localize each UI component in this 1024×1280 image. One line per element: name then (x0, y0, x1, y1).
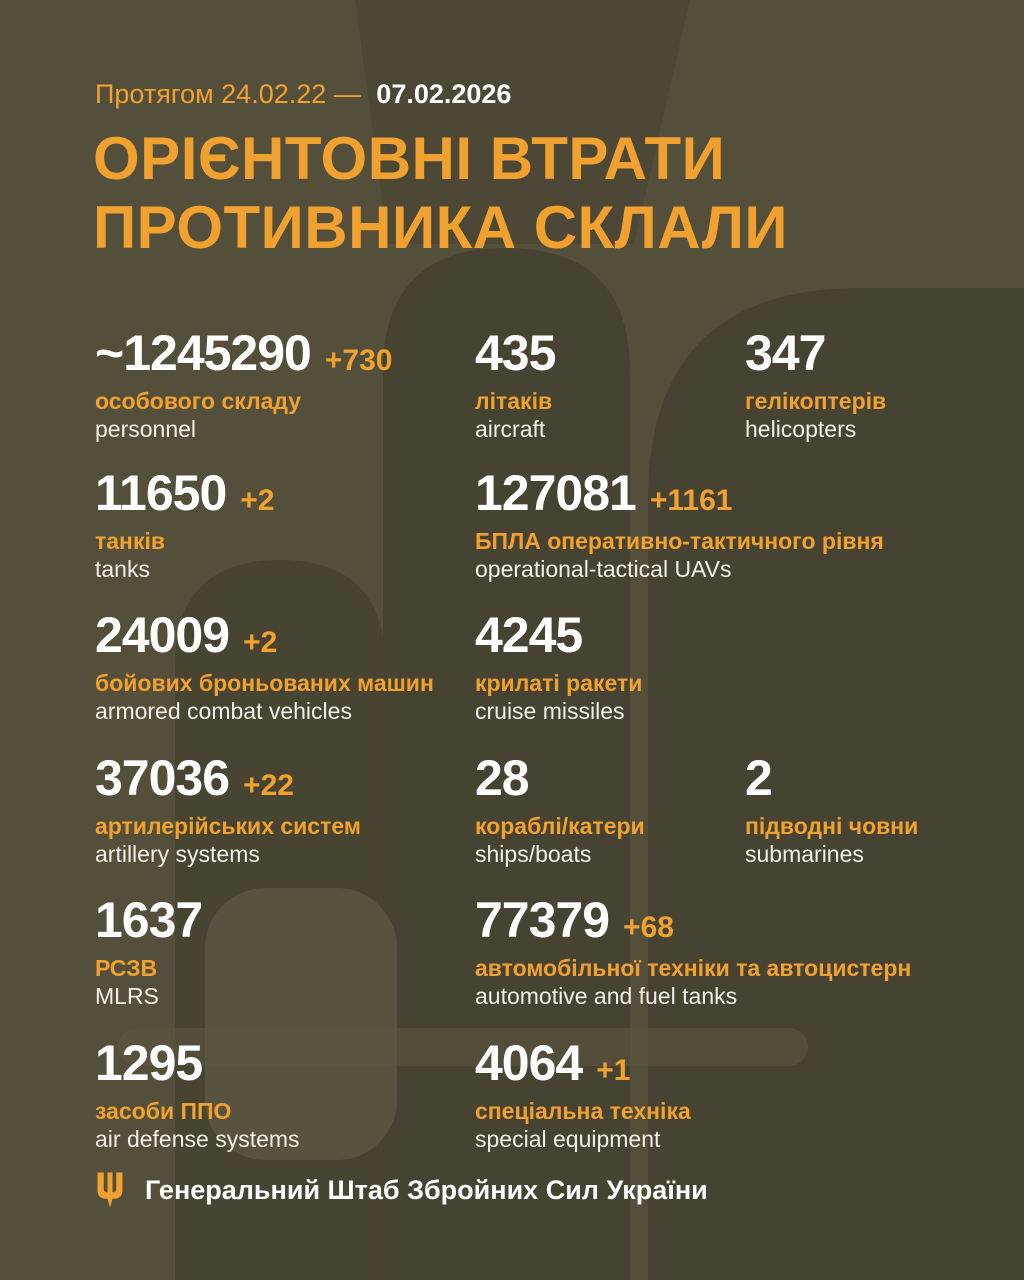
stat-value-line: 4064 +1 (475, 1035, 691, 1091)
stat-value: 1637 (95, 892, 203, 948)
stat-label-en: submarines (745, 841, 864, 867)
stat-label-en: artillery systems (95, 841, 260, 867)
stat-value: 24009 (95, 607, 230, 663)
stat-value: 4245 (475, 607, 583, 663)
stat-label-en: operational-tactical UAVs (475, 556, 732, 582)
stat-label-ua: літаків (475, 388, 553, 414)
stat-value: 77379 (475, 892, 610, 948)
stat-label-ua: кораблі/катери (475, 813, 645, 839)
stat-personnel: ~1245290 +730 особового складу personnel (95, 325, 392, 443)
period-line: Протягом 24.02.22 — 07.02.2026 (95, 78, 511, 110)
stat-label-ua: підводні човни (745, 813, 919, 839)
stat-delta: +2 (240, 484, 275, 517)
stat-ships-boats: 28 кораблі/катери ships/boats (475, 750, 645, 868)
title-line-2: ПРОТИВНИКА СКЛАЛИ (93, 194, 789, 261)
stat-value-line: 24009 +2 (95, 607, 434, 663)
stat-value: 347 (745, 325, 826, 381)
stat-tanks: 11650 +2 танків tanks (95, 465, 275, 583)
stat-value-line: 2 (745, 750, 918, 806)
stat-value-line: 435 (475, 325, 569, 381)
stat-armored-combat-vehicles: 24009 +2 бойових броньованих машин armor… (95, 607, 434, 725)
stat-value: 127081 (475, 465, 637, 521)
stat-label-en: personnel (95, 416, 197, 442)
stat-delta: +1161 (649, 484, 733, 517)
stat-value: 28 (475, 750, 530, 806)
stat-label-en: helicopters (745, 416, 857, 442)
stat-value: 4064 (475, 1035, 583, 1091)
stat-automotive-fuel-tanks: 77379 +68 автомобільної техніки та автоц… (475, 892, 911, 1010)
stat-label-ua: автомобільної техніки та автоцистерн (475, 955, 912, 981)
stat-label-ua: артилерійських систем (95, 813, 361, 839)
stat-label-en: air defense systems (95, 1126, 300, 1152)
stat-label-en: aircraft (475, 416, 546, 442)
stat-delta: +22 (243, 769, 294, 802)
stat-aircraft: 435 літаків aircraft (475, 325, 569, 443)
footer: Генеральний Штаб Збройних Сил України (95, 1172, 708, 1208)
stat-value-line: 11650 +2 (95, 465, 275, 521)
stat-value-line: 28 (475, 750, 645, 806)
stat-label-ua: крилаті ракети (475, 670, 643, 696)
stat-value: 11650 (95, 465, 227, 521)
stat-delta: +1 (596, 1054, 631, 1087)
stat-label-ua: спеціальна техніка (475, 1098, 691, 1124)
stat-special-equipment: 4064 +1 спеціальна техніка special equip… (475, 1035, 691, 1153)
stat-delta: +68 (623, 911, 674, 944)
stat-label-en: ships/boats (475, 841, 592, 867)
stat-label-en: MLRS (95, 983, 159, 1009)
stat-value: ~1245290 (95, 325, 312, 381)
stat-air-defense: 1295 засоби ППО air defense systems (95, 1035, 300, 1153)
stat-label-en: special equipment (475, 1126, 661, 1152)
stat-label-ua: РСЗВ (95, 955, 158, 981)
stat-label-en: cruise missiles (475, 698, 625, 724)
stat-value-line: 37036 +22 (95, 750, 361, 806)
stat-value: 37036 (95, 750, 230, 806)
trident-icon (95, 1172, 125, 1208)
stat-label-ua: засоби ППО (95, 1098, 232, 1124)
stat-value-line: ~1245290 +730 (95, 325, 392, 381)
stat-uavs: 127081 +1161 БПЛА оперативно-тактичного … (475, 465, 884, 583)
title-line-1: ОРІЄНТОВНІ ВТРАТИ (93, 125, 726, 192)
footer-organization: Генеральний Штаб Збройних Сил України (145, 1175, 708, 1205)
stat-value-line: 77379 +68 (475, 892, 911, 948)
period-prefix: Протягом 24.02.22 — (95, 79, 361, 109)
stat-value-line: 1637 (95, 892, 216, 948)
stat-label-en: automotive and fuel tanks (475, 983, 738, 1009)
stat-delta: +2 (243, 626, 278, 659)
stat-value: 1295 (95, 1035, 203, 1091)
stat-value-line: 1295 (95, 1035, 300, 1091)
stat-value-line: 127081 +1161 (475, 465, 884, 521)
stat-value-line: 347 (745, 325, 886, 381)
stat-label-ua: БПЛА оперативно-тактичного рівня (475, 528, 884, 554)
stat-value: 2 (745, 750, 773, 806)
stat-artillery-systems: 37036 +22 артилерійських систем artiller… (95, 750, 361, 868)
period-current-date: 07.02.2026 (376, 79, 512, 109)
stat-label-en: armored combat vehicles (95, 698, 352, 724)
stat-label-ua: бойових броньованих машин (95, 670, 434, 696)
stat-value-line: 4245 (475, 607, 642, 663)
page-title: ОРІЄНТОВНІ ВТРАТИ ПРОТИВНИКА СКЛАЛИ (93, 124, 788, 262)
stat-cruise-missiles: 4245 крилаті ракети cruise missiles (475, 607, 642, 725)
stat-label-en: tanks (95, 556, 150, 582)
stat-label-ua: танків (95, 528, 165, 554)
stat-helicopters: 347 гелікоптерів helicopters (745, 325, 886, 443)
stat-submarines: 2 підводні човни submarines (745, 750, 918, 868)
stat-delta: +730 (324, 344, 393, 377)
stat-value: 435 (475, 325, 556, 381)
stat-label-ua: гелікоптерів (745, 388, 887, 414)
stat-label-ua: особового складу (95, 388, 302, 414)
stat-mlrs: 1637 РСЗВ MLRS (95, 892, 216, 1010)
